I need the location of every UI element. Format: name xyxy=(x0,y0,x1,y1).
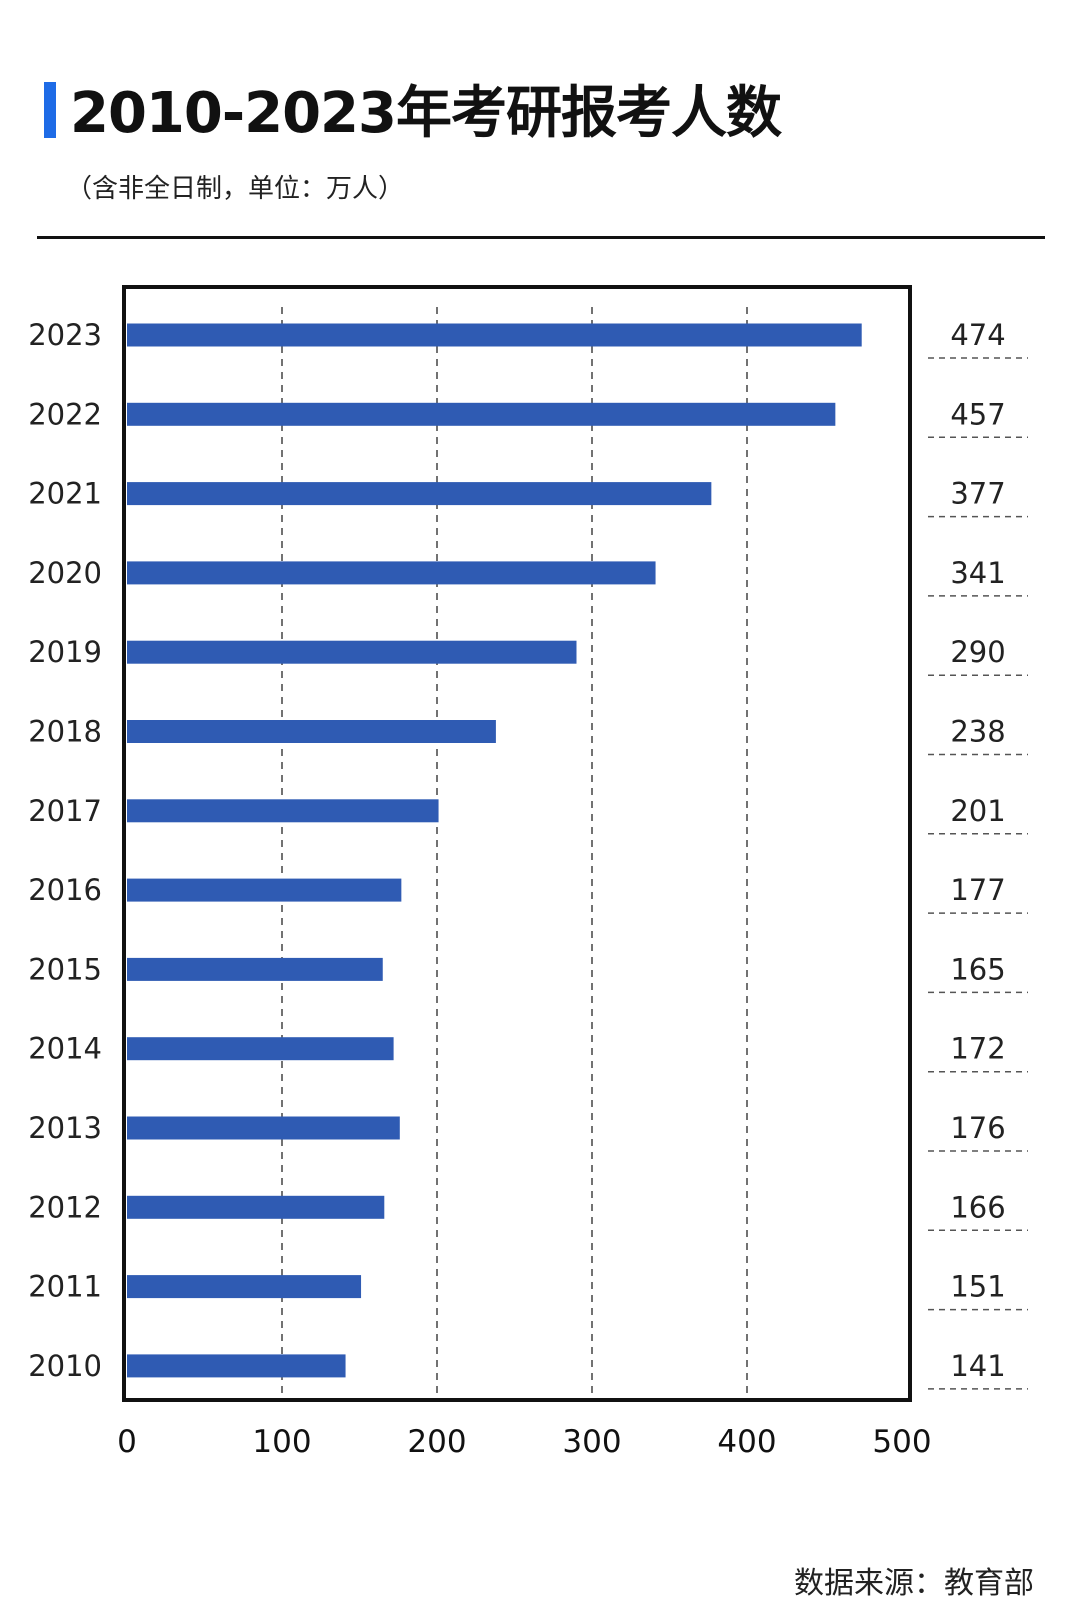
value-label: 166 xyxy=(950,1190,1005,1224)
category-label: 2015 xyxy=(28,952,102,986)
x-tick-label: 0 xyxy=(117,1424,137,1460)
value-label: 141 xyxy=(950,1349,1005,1383)
x-tick-label: 500 xyxy=(872,1424,931,1460)
bar-2017 xyxy=(127,799,439,823)
value-label: 377 xyxy=(950,477,1005,511)
x-tick-label: 100 xyxy=(252,1424,311,1460)
category-label: 2023 xyxy=(28,318,102,352)
x-tick-label: 200 xyxy=(407,1424,466,1460)
bar-2012 xyxy=(127,1195,385,1219)
bar-2021 xyxy=(127,482,712,506)
title-divider xyxy=(37,236,1045,239)
category-label: 2019 xyxy=(28,635,102,669)
data-source: 数据来源：教育部 xyxy=(794,1566,1034,1601)
title-accent-bar xyxy=(44,82,56,138)
category-label: 2022 xyxy=(28,397,102,431)
value-label: 165 xyxy=(950,952,1005,986)
category-label: 2014 xyxy=(28,1032,102,1066)
value-label: 172 xyxy=(950,1032,1005,1066)
category-label: 2016 xyxy=(28,873,102,907)
category-label: 2021 xyxy=(28,477,102,511)
x-tick-label: 400 xyxy=(717,1424,776,1460)
plot-frame xyxy=(122,285,912,1402)
bar-2020 xyxy=(127,561,656,585)
bar-2015 xyxy=(127,957,383,981)
category-label: 2012 xyxy=(28,1190,102,1224)
bar-2016 xyxy=(127,878,402,902)
value-label: 177 xyxy=(950,873,1005,907)
value-label: 238 xyxy=(950,715,1005,749)
category-label: 2020 xyxy=(28,556,102,590)
value-label: 341 xyxy=(950,556,1005,590)
bar-2011 xyxy=(127,1275,362,1299)
x-tick-label: 300 xyxy=(562,1424,621,1460)
category-label: 2011 xyxy=(28,1270,102,1304)
value-label: 457 xyxy=(950,397,1005,431)
category-label: 2017 xyxy=(28,794,102,828)
chart-title: 2010-2023年考研报考人数 xyxy=(70,81,782,146)
value-label: 176 xyxy=(950,1111,1005,1145)
bar-2013 xyxy=(127,1116,400,1140)
bar-2014 xyxy=(127,1037,394,1061)
value-label: 290 xyxy=(950,635,1005,669)
bar-2022 xyxy=(127,402,836,426)
category-label: 2010 xyxy=(28,1349,102,1383)
category-label: 2013 xyxy=(28,1111,102,1145)
bar-2023 xyxy=(127,323,862,347)
bar-2019 xyxy=(127,640,577,664)
bar-2018 xyxy=(127,720,496,743)
value-label: 201 xyxy=(950,794,1005,828)
bar-2010 xyxy=(127,1354,346,1378)
category-label: 2018 xyxy=(28,715,102,749)
value-label: 474 xyxy=(950,318,1005,352)
value-label: 151 xyxy=(950,1270,1005,1304)
chart-subtitle: （含非全日制，单位：万人） xyxy=(66,174,405,204)
